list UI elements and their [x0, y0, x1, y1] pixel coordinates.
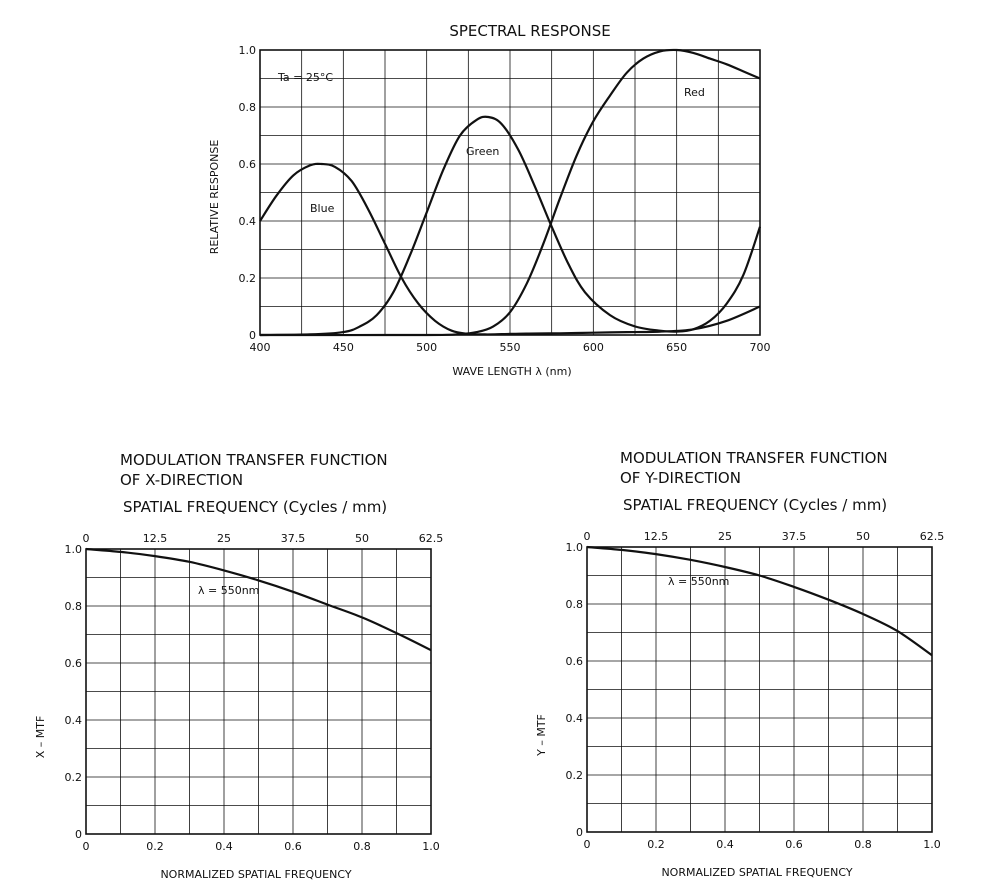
spectral-x-tick-label: 550: [500, 341, 521, 354]
mtf-x-grid: [86, 549, 431, 834]
mtf-y-y-tick-label: 0.4: [566, 712, 584, 725]
spectral-x-tick-label: 450: [333, 341, 354, 354]
mtf-y-top-ticks: 0 12.5 25 37.5 50 62.5: [584, 530, 945, 543]
mtf-x-y-axis-label: X – MTF: [34, 716, 47, 759]
mtf-x-wavelength-annotation: λ = 550nm: [198, 584, 259, 597]
mtf-y-y-tick-label: 0: [576, 826, 583, 839]
mtf-y-top-tick-label: 50: [856, 530, 870, 543]
spectral-y-tick-label: 0.2: [239, 272, 257, 285]
mtf-y-x-tick-label: 1.0: [923, 838, 941, 851]
mtf-y-grid: [587, 547, 932, 832]
spectral-condition-annotation: Ta = 25°C: [277, 71, 333, 84]
spectral-chart-title: SPECTRAL RESPONSE: [449, 22, 610, 40]
mtf-x-plot-frame: [85, 548, 432, 835]
spectral-response-chart: SPECTRAL RESPONSE 0 0.2 0.4 0.6 0.8 1.0 400 45…: [208, 22, 771, 378]
mtf-y-top-axis-label: SPATIAL FREQUENCY (Cycles / mm): [623, 496, 887, 514]
mtf-y-top-tick-label: 37.5: [782, 530, 807, 543]
mtf-y-top-tick-label: 0: [584, 530, 591, 543]
series-line-red: [259, 48, 761, 337]
spectral-x-tick-label: 400: [250, 341, 271, 354]
spectral-y-axis-label: RELATIVE RESPONSE: [208, 140, 221, 255]
mtf-y-mtf-line: [586, 545, 933, 657]
mtf-y-title-line-2: OF Y-DIRECTION: [620, 469, 741, 487]
series-label-blue: Blue: [310, 202, 335, 215]
mtf-x-y-tick-label: 1.0: [65, 543, 83, 556]
mtf-x-x-ticks: 0 0.2 0.4 0.6 0.8 1.0: [83, 840, 440, 853]
series-label-red: Red: [684, 86, 705, 99]
mtf-y-chart: MODULATION TRANSFER FUNCTION OF Y-DIRECT…: [535, 449, 944, 879]
mtf-y-top-tick-label: 25: [718, 530, 732, 543]
mtf-x-title-line-2: OF X-DIRECTION: [120, 471, 243, 489]
mtf-y-title-line-1: MODULATION TRANSFER FUNCTION: [620, 449, 888, 467]
mtf-y-top-tick-label: 62.5: [920, 530, 945, 543]
mtf-x-curve: [85, 547, 432, 652]
mtf-x-y-tick-label: 0.4: [65, 714, 83, 727]
mtf-x-top-tick-label: 25: [217, 532, 231, 545]
mtf-y-x-tick-label: 0.4: [716, 838, 734, 851]
mtf-x-top-tick-label: 0: [83, 532, 90, 545]
spectral-y-tick-label: 0.4: [239, 215, 257, 228]
mtf-y-curve: [586, 545, 933, 657]
mtf-x-x-tick-label: 1.0: [422, 840, 440, 853]
mtf-x-top-tick-label: 12.5: [143, 532, 168, 545]
mtf-x-y-tick-label: 0.8: [65, 600, 83, 613]
mtf-y-x-tick-label: 0: [584, 838, 591, 851]
mtf-x-top-ticks: 0 12.5 25 37.5 50 62.5: [83, 532, 444, 545]
mtf-x-y-tick-label: 0.2: [65, 771, 83, 784]
spectral-x-tick-label: 500: [416, 341, 437, 354]
mtf-y-y-tick-label: 0.2: [566, 769, 584, 782]
mtf-x-x-axis-label: NORMALIZED SPATIAL FREQUENCY: [160, 868, 351, 881]
mtf-x-x-tick-label: 0.6: [284, 840, 302, 853]
mtf-x-x-tick-label: 0: [83, 840, 90, 853]
series-line-blue: [259, 162, 761, 336]
mtf-x-x-tick-label: 0.2: [146, 840, 164, 853]
mtf-y-y-tick-label: 0.8: [566, 598, 584, 611]
mtf-y-x-tick-label: 0.2: [647, 838, 665, 851]
spectral-x-ticks: 400 450 500 550 600 650 700: [250, 341, 771, 354]
spectral-x-tick-label: 700: [750, 341, 771, 354]
spectral-x-tick-label: 600: [583, 341, 604, 354]
spectral-y-ticks: 0 0.2 0.4 0.6 0.8 1.0: [239, 44, 257, 342]
mtf-x-title-line-1: MODULATION TRANSFER FUNCTION: [120, 451, 388, 469]
spectral-y-tick-label: 0: [249, 329, 256, 342]
mtf-y-top-tick-label: 12.5: [644, 530, 669, 543]
spectral-y-tick-label: 0.6: [239, 158, 257, 171]
mtf-y-x-ticks: 0 0.2 0.4 0.6 0.8 1.0: [584, 838, 941, 851]
mtf-y-x-tick-label: 0.6: [785, 838, 803, 851]
mtf-x-y-ticks: 0 0.2 0.4 0.6 0.8 1.0: [65, 543, 83, 841]
mtf-x-chart: MODULATION TRANSFER FUNCTION OF X-DIRECT…: [34, 451, 443, 881]
series-label-green: Green: [466, 145, 499, 158]
mtf-y-x-axis-label: NORMALIZED SPATIAL FREQUENCY: [661, 866, 852, 879]
mtf-y-y-axis-label: Y – MTF: [535, 714, 548, 757]
spectral-plot-frame: [259, 49, 761, 336]
mtf-x-x-tick-label: 0.8: [353, 840, 371, 853]
mtf-x-top-tick-label: 37.5: [281, 532, 306, 545]
spectral-curves: [259, 48, 762, 337]
mtf-x-x-tick-label: 0.4: [215, 840, 233, 853]
mtf-x-mtf-line: [85, 547, 432, 652]
mtf-x-y-tick-label: 0: [75, 828, 82, 841]
mtf-x-y-tick-label: 0.6: [65, 657, 83, 670]
mtf-y-y-ticks: 0 0.2 0.4 0.6 0.8 1.0: [566, 541, 584, 839]
mtf-y-x-tick-label: 0.8: [854, 838, 872, 851]
mtf-x-top-tick-label: 62.5: [419, 532, 444, 545]
series-line-green: [259, 115, 762, 337]
spectral-y-tick-label: 1.0: [239, 44, 257, 57]
spectral-x-tick-label: 650: [666, 341, 687, 354]
spectral-x-axis-label: WAVE LENGTH λ (nm): [452, 365, 571, 378]
mtf-y-plot-frame: [586, 546, 933, 833]
mtf-x-top-axis-label: SPATIAL FREQUENCY (Cycles / mm): [123, 498, 387, 516]
mtf-y-y-tick-label: 1.0: [566, 541, 584, 554]
mtf-y-wavelength-annotation: λ = 550nm: [668, 575, 729, 588]
spectral-y-tick-label: 0.8: [239, 101, 257, 114]
mtf-x-top-tick-label: 50: [355, 532, 369, 545]
mtf-y-y-tick-label: 0.6: [566, 655, 584, 668]
